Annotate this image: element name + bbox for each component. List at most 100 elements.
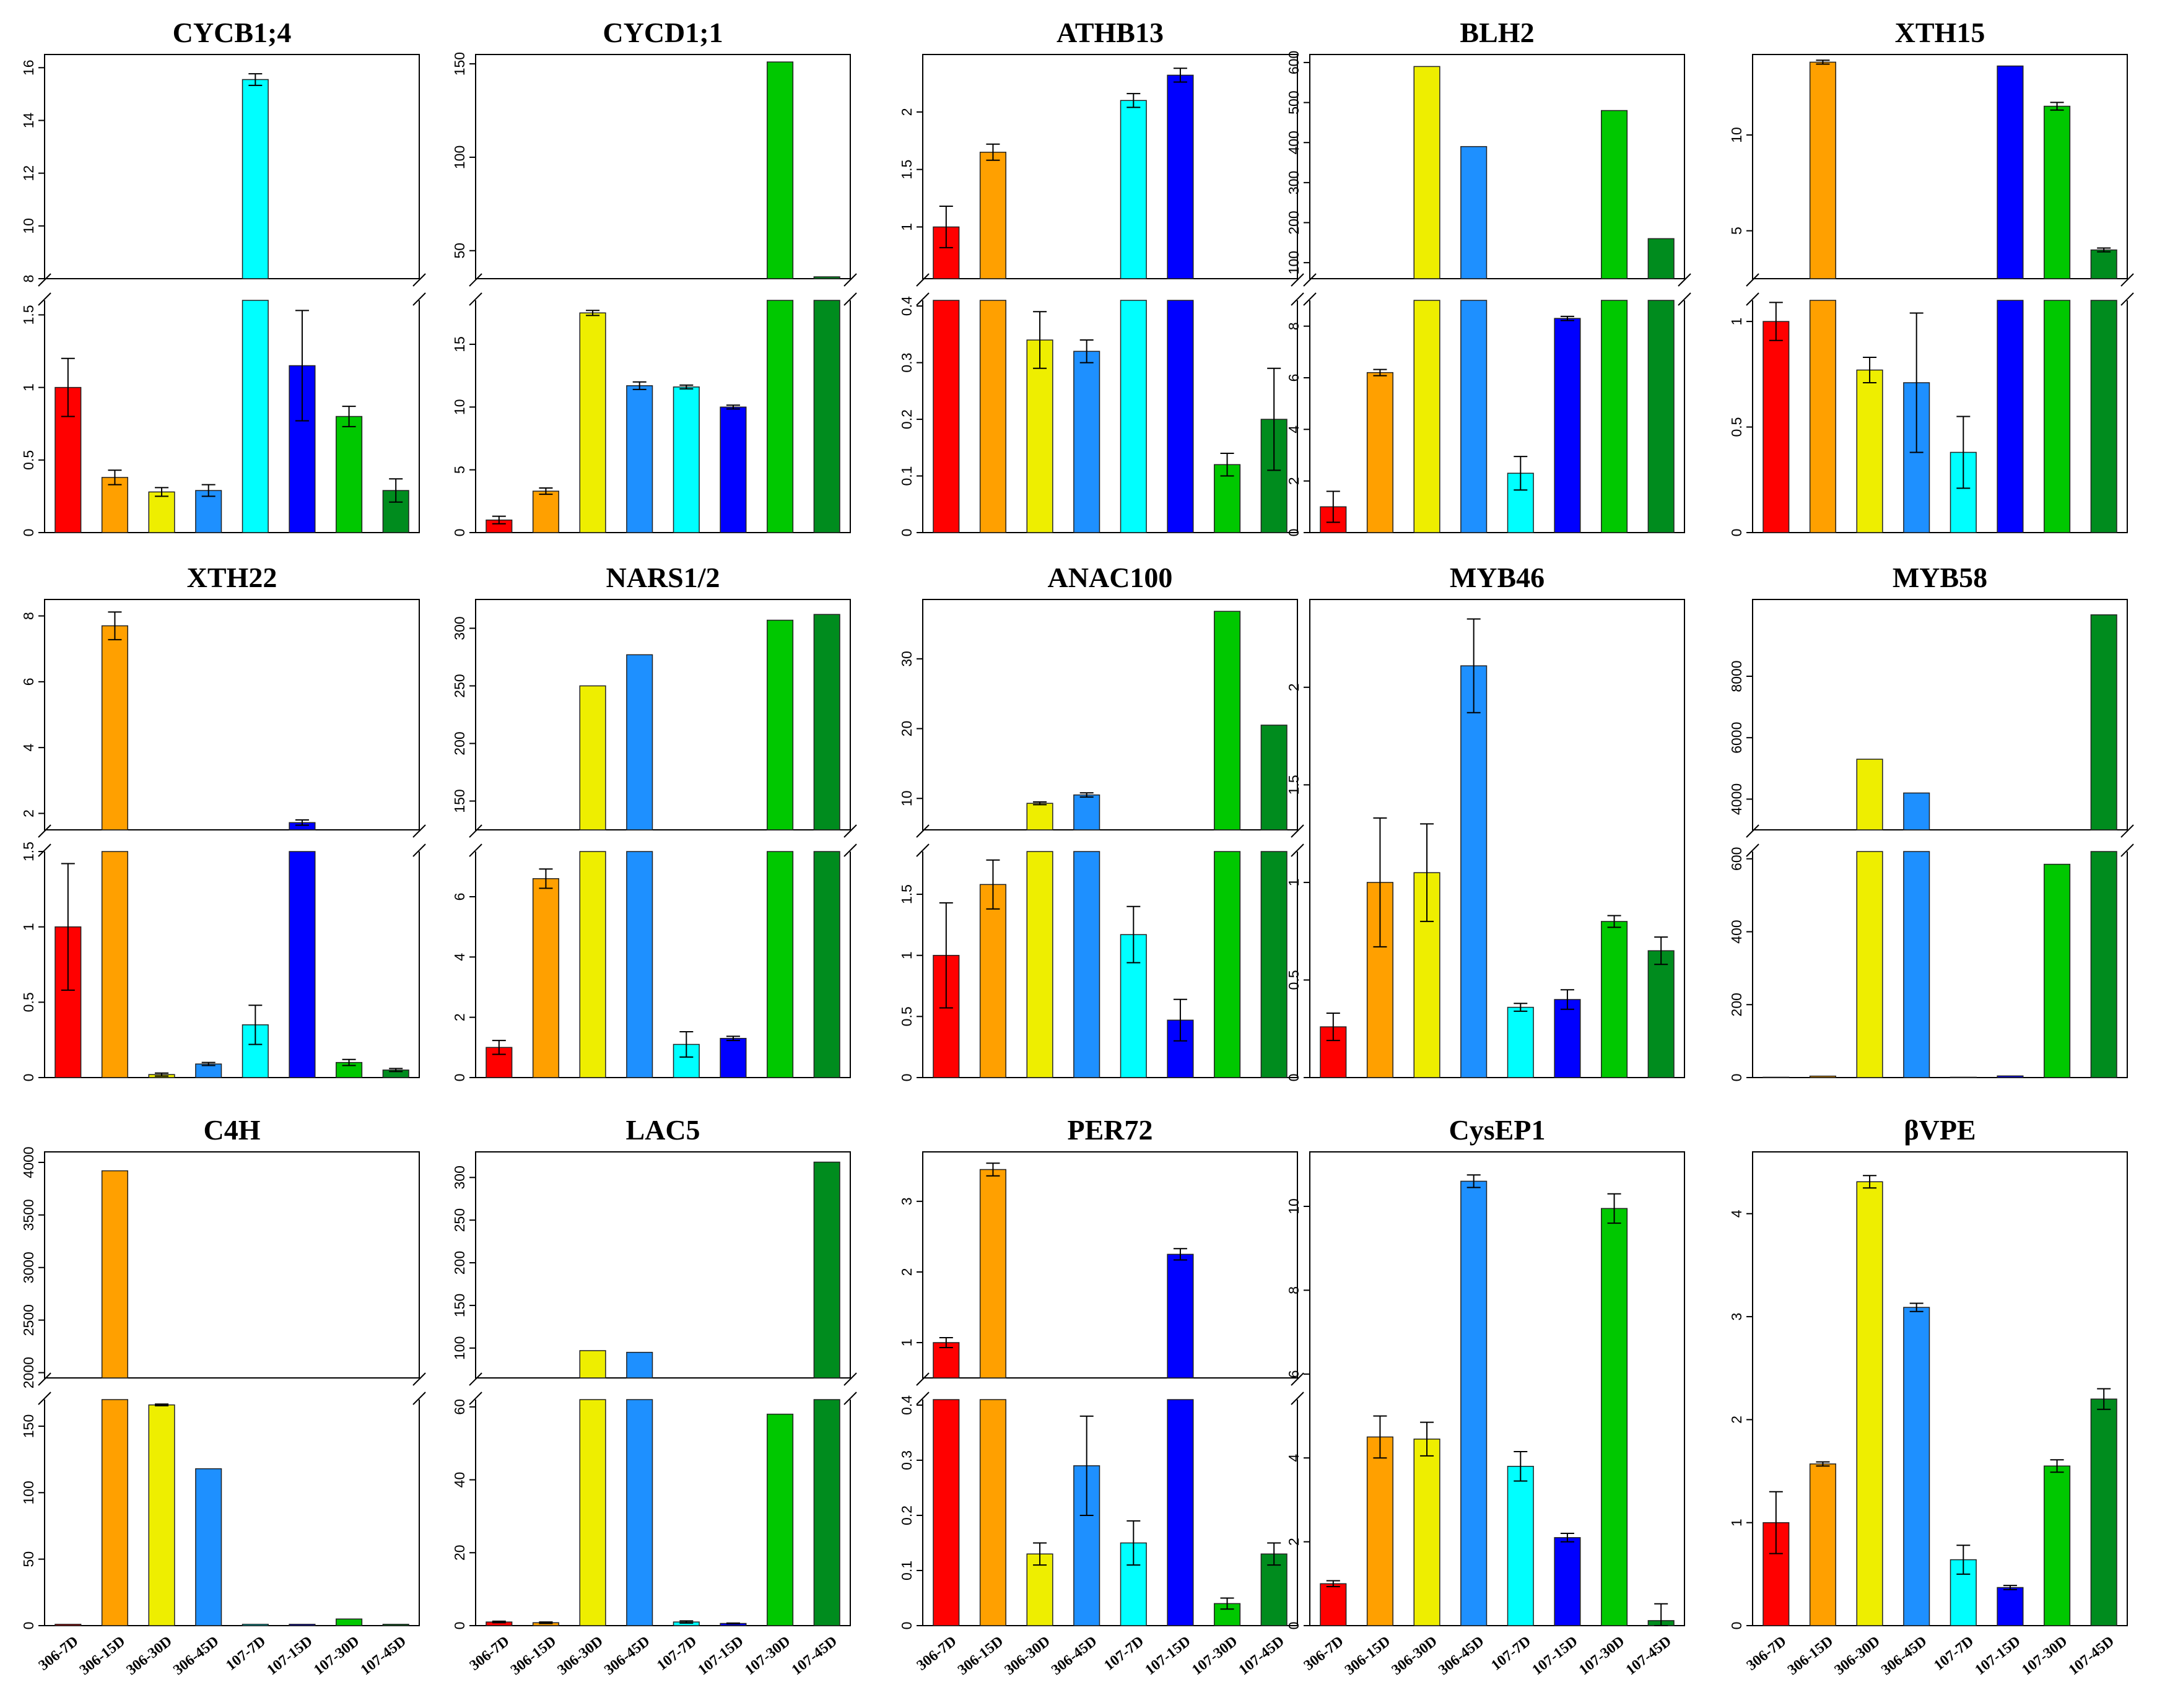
- upper-y-tick-label: 10: [899, 790, 915, 806]
- bar: [1260, 851, 1288, 1078]
- lower-frame: [922, 300, 1298, 533]
- bar-upper-segment: [579, 1350, 606, 1379]
- bar: [1460, 665, 1488, 1078]
- bar: [1507, 1006, 1534, 1078]
- lower-y-tick-label: 0.4: [899, 296, 915, 316]
- axis-break-mark: [38, 1372, 51, 1386]
- upper-y-tick-label: 2: [899, 1268, 915, 1276]
- panel-cysep1: CysEP1 0 2 4 6 8 10 306-7D306-15D306-30D306-45D…: [1286, 1114, 1685, 1678]
- bar: [289, 851, 316, 1078]
- upper-y-tick-label: 2: [899, 108, 915, 116]
- bar: [242, 1624, 269, 1626]
- x-category-label: 107-30D: [1576, 1633, 1627, 1678]
- lower-frame: [1752, 300, 2128, 533]
- y-tick-label: 3: [1728, 1313, 1745, 1321]
- y-tick-label: 8: [1286, 1286, 1302, 1294]
- upper-y-tick-label: 4000: [20, 1146, 37, 1178]
- lower-y-tick-label: 1.5: [20, 842, 37, 861]
- axis-break-mark: [412, 292, 426, 306]
- axis-break-mark: [38, 824, 51, 838]
- axis-break-mark: [469, 292, 482, 306]
- x-category-label: 306-15D: [1785, 1633, 1836, 1678]
- x-category-label: 107-7D: [223, 1633, 269, 1674]
- lower-y-tick-label: 2: [451, 1013, 468, 1021]
- lower-y-tick-label: 0.3: [899, 353, 915, 373]
- x-category-label: 107-45D: [1236, 1633, 1288, 1678]
- bar: [1214, 464, 1241, 533]
- bar: [626, 385, 653, 533]
- axis-break-mark: [38, 292, 51, 306]
- panel-c4h: C4H20002500300035004000050100150306-7D30…: [20, 1114, 426, 1678]
- y-tick-label: 2: [1286, 1538, 1302, 1546]
- axis-break-mark: [1678, 273, 1691, 287]
- bar: [979, 300, 1006, 533]
- bar: [2044, 1465, 2071, 1626]
- bar: [1167, 1399, 1194, 1626]
- bar: [813, 851, 840, 1078]
- axis-break-mark: [38, 273, 51, 287]
- panel-myb58: MYB58 4000 6000 8000 0 200 400 600: [1728, 562, 2134, 1082]
- x-category-label: 107-45D: [789, 1633, 840, 1678]
- upper-frame: [44, 1151, 420, 1379]
- lower-y-tick-label: 0.2: [899, 1505, 915, 1525]
- upper-y-tick-label: 6000: [1728, 722, 1745, 754]
- x-category-label: 107-7D: [1101, 1633, 1147, 1674]
- lower-y-tick-label: 600: [1728, 847, 1745, 871]
- bar: [1167, 300, 1194, 533]
- upper-y-tick-label: 1.5: [899, 160, 915, 180]
- axis-break-mark: [916, 824, 930, 838]
- axis-break-mark: [843, 1372, 857, 1386]
- bar: [2090, 300, 2117, 533]
- bar: [1413, 300, 1440, 533]
- panel-title: CYCB1;4: [173, 17, 292, 48]
- bar: [1647, 300, 1675, 533]
- upper-y-tick-label: 3500: [20, 1199, 37, 1231]
- axis-break-mark: [2120, 292, 2134, 306]
- bar: [101, 851, 128, 1078]
- bar: [289, 1624, 316, 1626]
- lower-y-tick-label: 0: [899, 529, 915, 537]
- axis-break-mark: [916, 1372, 930, 1386]
- axis-break-mark: [412, 824, 426, 838]
- y-tick-label: 2: [1728, 1416, 1745, 1424]
- bar: [148, 1404, 175, 1626]
- x-category-label: 306-7D: [36, 1633, 82, 1674]
- lower-y-tick-label: 0: [451, 1622, 468, 1630]
- x-category-label: 107-7D: [1931, 1633, 1977, 1674]
- bar-upper-segment: [626, 654, 653, 830]
- lower-y-tick-label: 0.1: [899, 1561, 915, 1580]
- axis-break-mark: [469, 1372, 482, 1386]
- bar: [979, 1399, 1006, 1626]
- bar: [720, 406, 747, 533]
- y-tick-label: 6: [1286, 1370, 1302, 1378]
- upper-frame: [475, 1151, 851, 1379]
- bar-upper-segment: [1601, 110, 1628, 279]
- x-category-label: 306-7D: [914, 1633, 960, 1674]
- upper-y-tick-label: 300: [451, 616, 468, 640]
- x-category-label: 107-45D: [358, 1633, 409, 1678]
- lower-y-tick-label: 0: [1728, 1074, 1745, 1082]
- lower-frame: [44, 852, 420, 1078]
- lower-y-tick-label: 200: [1728, 993, 1745, 1016]
- panel-title: MYB46: [1450, 562, 1545, 593]
- lower-frame: [475, 300, 851, 533]
- lower-y-tick-label: 4: [451, 953, 468, 961]
- upper-y-tick-label: 100: [1286, 251, 1302, 274]
- lower-y-tick-label: 0: [1286, 529, 1302, 537]
- lower-y-tick-label: 40: [451, 1472, 468, 1488]
- x-category-label: 306-45D: [170, 1633, 222, 1678]
- bar: [2090, 851, 2117, 1078]
- lower-y-tick-label: 0.2: [899, 409, 915, 429]
- bar: [486, 1047, 513, 1078]
- axis-break-mark: [843, 292, 857, 306]
- lower-y-tick-label: 0: [451, 1074, 468, 1082]
- lower-y-tick-label: 4: [1286, 425, 1302, 434]
- x-category-label: 306-15D: [955, 1633, 1006, 1678]
- bar: [101, 1399, 128, 1626]
- bar: [195, 1468, 222, 1626]
- bar-upper-segment: [1073, 794, 1100, 830]
- panel-cycb1-4: CYCB1;4 8 10 12 14 16 0 0.5 1 1.5: [20, 17, 426, 536]
- bar: [532, 878, 559, 1078]
- bar: [1809, 1463, 1836, 1626]
